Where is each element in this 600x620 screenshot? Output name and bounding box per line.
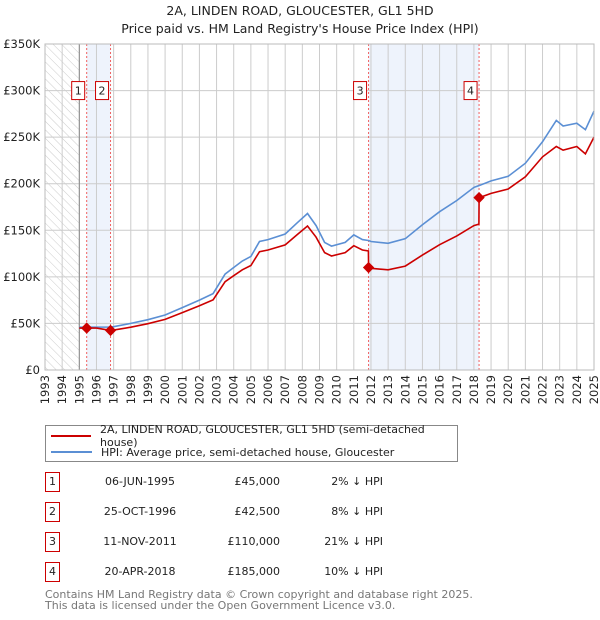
legend-label: HPI: Average price, semi-detached house,…: [101, 445, 395, 459]
x-tick-label: 2005: [244, 375, 258, 404]
sale-row: 3 11-NOV-2011 £110,000 21% ↓ HPI: [45, 532, 465, 552]
x-tick-label: 2008: [295, 375, 309, 404]
x-tick-label: 2023: [553, 375, 567, 404]
x-tick-label: 2017: [450, 375, 464, 404]
sale-number: 3: [45, 532, 60, 552]
x-tick-label: 2003: [210, 375, 224, 404]
x-tick-label: 2000: [158, 375, 172, 404]
sale-label-number: 2: [99, 85, 106, 98]
plot-frame: [44, 43, 595, 371]
sale-label-box: [71, 81, 86, 101]
x-tick-label: 1993: [38, 375, 52, 404]
sale-date: 20-APR-2018: [104, 565, 176, 578]
sale-row: 1 06-JUN-1995 £45,000 2% ↓ HPI: [45, 472, 465, 492]
shaded-period: [368, 44, 480, 370]
x-tick-label: 1994: [55, 375, 69, 404]
x-tick-label: 2021: [518, 375, 532, 404]
x-tick-label: 2013: [381, 375, 395, 404]
sale-row: 2 25-OCT-1996 £42,500 8% ↓ HPI: [45, 502, 465, 522]
x-tick-label: 2006: [261, 375, 275, 404]
sale-date: 11-NOV-2011: [103, 535, 177, 548]
x-tick-label: 2012: [364, 375, 378, 404]
x-tick-label: 2019: [484, 375, 498, 404]
sale-number: 4: [45, 562, 60, 582]
legend-label: 2A, LINDEN ROAD, GLOUCESTER, GL1 5HD (se…: [100, 423, 425, 449]
y-tick-label: £350K: [3, 37, 40, 51]
sale-number: 2: [45, 502, 60, 522]
sale-label-number: 1: [75, 85, 82, 98]
chart-subtitle: Price paid vs. HM Land Registry's House …: [121, 21, 479, 36]
x-tick-label: 2001: [175, 375, 189, 404]
footer: Contains HM Land Registry data © Crown c…: [45, 589, 473, 611]
y-tick-label: £200K: [3, 177, 40, 191]
x-tick-label: 2018: [467, 375, 481, 404]
sale-date: 06-JUN-1995: [104, 475, 176, 488]
legend-swatch-blue: [51, 451, 92, 453]
shaded-period: [86, 44, 111, 370]
y-tick-label: £300K: [3, 84, 40, 98]
chart-title: 2A, LINDEN ROAD, GLOUCESTER, GL1 5HD: [166, 3, 434, 18]
sale-hpi-diff: 10% ↓ HPI: [324, 565, 383, 578]
sale-label-box: [463, 81, 478, 101]
y-tick-label: £150K: [3, 223, 40, 237]
sale-number: 1: [45, 472, 60, 492]
x-tick-label: 2014: [398, 375, 412, 404]
x-tick-label: 1997: [107, 375, 121, 404]
x-tick-label: 2024: [570, 375, 584, 404]
x-tick-label: 2011: [347, 375, 361, 404]
footer-line: Contains HM Land Registry data © Crown c…: [45, 588, 473, 601]
x-tick-label: 2020: [501, 375, 515, 404]
footer-line: This data is licensed under the Open Gov…: [45, 599, 396, 612]
sale-point: [362, 261, 375, 274]
sale-label-box: [95, 81, 110, 101]
y-tick-label: £250K: [3, 130, 40, 144]
y-tick-label: £0: [25, 363, 40, 377]
x-tick-label: 2002: [192, 375, 206, 404]
sale-hpi-diff: 2% ↓ HPI: [331, 475, 383, 488]
sale-point: [473, 192, 485, 204]
x-tick-label: 1999: [141, 375, 155, 404]
x-tick-label: 1996: [89, 375, 103, 404]
x-tick-label: 2007: [278, 375, 292, 404]
sale-row: 4 20-APR-2018 £185,000 10% ↓ HPI: [45, 562, 465, 582]
x-tick-label: 2025: [587, 375, 600, 404]
sale-label-number: 4: [467, 85, 474, 98]
x-tick-label: 2004: [227, 375, 241, 404]
hpi-line: [79, 110, 595, 329]
sale-date: 25-OCT-1996: [103, 505, 177, 518]
price-paid-line: [79, 136, 595, 332]
y-tick-label: £100K: [3, 270, 40, 284]
sale-hpi-diff: 21% ↓ HPI: [324, 535, 383, 548]
sale-hpi-diff: 8% ↓ HPI: [331, 505, 383, 518]
x-tick-label: 1998: [124, 375, 138, 404]
legend-swatch-red: [51, 435, 92, 437]
legend-item-hpi: HPI: Average price, semi-detached house,…: [46, 444, 394, 460]
x-tick-label: 2015: [415, 375, 429, 404]
sale-label-box: [353, 81, 368, 101]
legend: 2A, LINDEN ROAD, GLOUCESTER, GL1 5HD (se…: [45, 423, 458, 462]
sale-label-number: 3: [357, 85, 364, 98]
x-tick-label: 2010: [330, 375, 344, 404]
x-tick-label: 2016: [433, 375, 447, 404]
x-tick-label: 2022: [536, 375, 550, 404]
sale-price: £45,000: [234, 475, 281, 488]
x-tick-label: 1995: [72, 375, 86, 404]
sale-price: £110,000: [227, 535, 281, 548]
y-tick-label: £50K: [11, 316, 41, 330]
x-tick-label: 2009: [313, 375, 327, 404]
sale-price: £185,000: [227, 565, 281, 578]
legend-item-property: 2A, LINDEN ROAD, GLOUCESTER, GL1 5HD (se…: [46, 423, 457, 449]
sale-price: £42,500: [234, 505, 281, 518]
